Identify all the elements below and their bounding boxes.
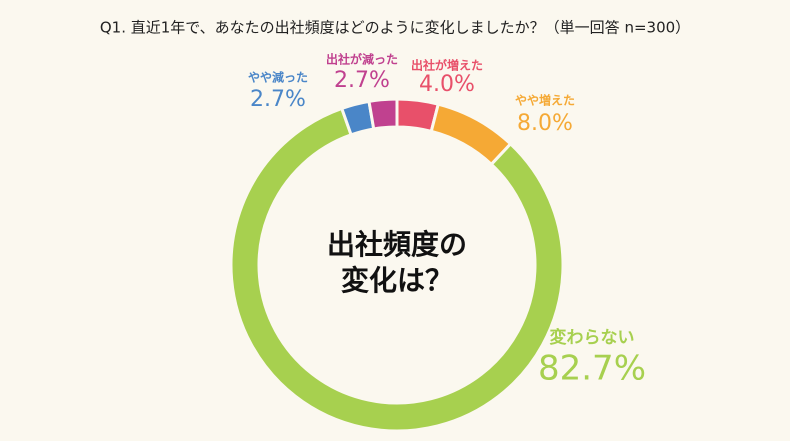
category-label: 出社が減った	[326, 52, 398, 67]
value-label: 4.0%	[419, 72, 475, 97]
category-label: やや増えた	[515, 93, 575, 108]
value-label: 2.7%	[250, 87, 306, 112]
chart-title: Q1. 直近1年で、あなたの出社頻度はどのように変化しましたか？（単一回答 n=…	[100, 19, 690, 37]
value-label: 8.0%	[517, 111, 573, 136]
category-label: 変わらない	[550, 327, 635, 348]
center-label: 変化は？	[341, 264, 453, 297]
category-label: やや減った	[248, 70, 308, 85]
value-label: 82.7%	[538, 349, 646, 389]
category-label: 出社が増えた	[411, 58, 483, 73]
center-label: 出社頻度の	[327, 228, 467, 261]
donut-segment	[229, 106, 565, 433]
value-label: 2.7%	[334, 68, 390, 93]
donut-segment	[367, 97, 399, 131]
